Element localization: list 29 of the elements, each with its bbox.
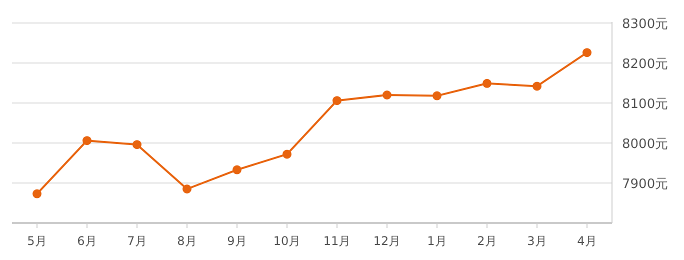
y-tick-label: 8200元 bbox=[622, 57, 668, 72]
point bbox=[382, 90, 392, 100]
point bbox=[82, 136, 92, 146]
x-tick-label: 7月 bbox=[127, 234, 147, 248]
point bbox=[232, 165, 242, 174]
x-tick-label: 3月 bbox=[527, 234, 547, 248]
point bbox=[282, 150, 292, 159]
x-tick-label: 6月 bbox=[77, 234, 97, 248]
x-tick-label: 11月 bbox=[323, 234, 351, 248]
point bbox=[482, 78, 492, 88]
point bbox=[432, 91, 442, 100]
y-tick-label: 8300元 bbox=[622, 17, 668, 32]
point bbox=[32, 189, 42, 198]
point bbox=[532, 82, 542, 91]
y-tick-label: 8000元 bbox=[622, 137, 668, 152]
x-tick-label: 12月 bbox=[373, 234, 401, 248]
x-tick-label: 2月 bbox=[477, 234, 497, 248]
y-tick-label: 7900元 bbox=[622, 177, 668, 192]
x-tick-label: 8月 bbox=[177, 234, 197, 248]
x-tick-label: 1月 bbox=[427, 234, 447, 248]
x-tick-label: 10月 bbox=[273, 234, 301, 248]
x-tick-label: 9月 bbox=[227, 234, 247, 248]
y-tick-label: 8100元 bbox=[622, 97, 668, 112]
point bbox=[182, 184, 192, 194]
x-tick-label: 4月 bbox=[577, 234, 597, 248]
point bbox=[582, 48, 592, 58]
point bbox=[332, 96, 342, 106]
point bbox=[132, 140, 142, 150]
x-tick-label: 5月 bbox=[27, 234, 47, 248]
